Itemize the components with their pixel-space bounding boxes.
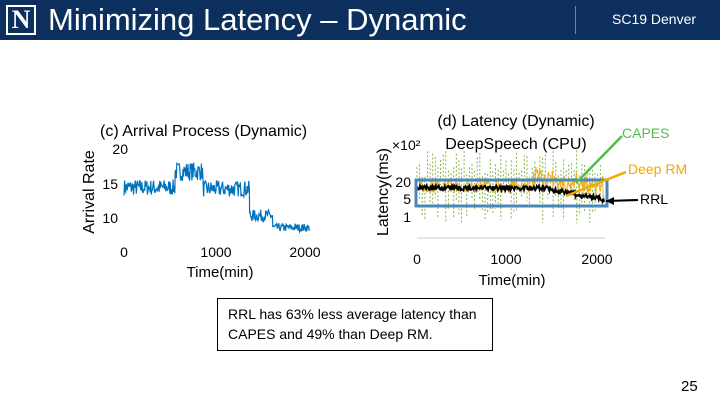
latency-x-tick: 0	[413, 251, 421, 267]
rrl-highlight-box	[414, 178, 609, 208]
arrival-x-label: Time(min)	[187, 264, 254, 281]
rrl-annotation: RRL	[640, 191, 668, 207]
arrival-series-line	[123, 161, 311, 235]
arrival-y-tick: 15	[102, 176, 118, 192]
latency-x-tick: 2000	[581, 251, 612, 267]
latency-x-label: Time(min)	[479, 272, 546, 289]
latency-y-tick: 5	[403, 191, 411, 207]
capes-arrow	[575, 135, 623, 184]
event-label: SC19 Denver	[612, 11, 697, 27]
latency-chart-subtitle: DeepSpeech (CPU)	[445, 136, 586, 153]
university-logo: N	[6, 5, 36, 35]
rrl-series-line	[416, 182, 605, 205]
deeprm-annotation: Deep RM	[628, 161, 687, 177]
logo-letter: N	[11, 5, 31, 34]
arrival-y-label: Arrival Rate	[81, 150, 98, 234]
slide-title: Minimizing Latency – Dynamic	[48, 2, 467, 37]
title-bar: N Minimizing Latency – Dynamic SC19 Denv…	[0, 0, 720, 40]
latency-chart: (d) Latency (Dynamic) DeepSpeech (CPU) L…	[375, 113, 613, 289]
capes-annotation: CAPES	[622, 125, 669, 141]
summary-callout: RRL has 63% less average latency than CA…	[217, 298, 493, 351]
rrl-arrowhead	[606, 197, 614, 205]
arrival-y-tick: 10	[102, 210, 118, 226]
page-number: 25	[681, 378, 698, 395]
arrival-chart: (c) Arrival Process (Dynamic) Arrival Ra…	[81, 123, 321, 281]
latency-y-label: Latency(ms)	[375, 148, 392, 236]
arrival-x-tick: 1000	[200, 244, 231, 260]
arrival-y-tick: 20	[112, 141, 128, 157]
arrival-x-tick: 2000	[289, 244, 320, 260]
latency-y-tick: 20	[395, 174, 411, 190]
arrival-x-tick: 0	[120, 244, 128, 260]
latency-x-tick: 1000	[490, 251, 521, 267]
deeprm-arrow	[565, 170, 627, 198]
latency-chart-title: (d) Latency (Dynamic)	[437, 113, 594, 130]
header-divider	[575, 6, 576, 34]
arrival-chart-title: (c) Arrival Process (Dynamic)	[100, 123, 307, 140]
latency-y-multiplier: ×10²	[392, 137, 421, 153]
latency-y-tick: 1	[403, 209, 411, 225]
